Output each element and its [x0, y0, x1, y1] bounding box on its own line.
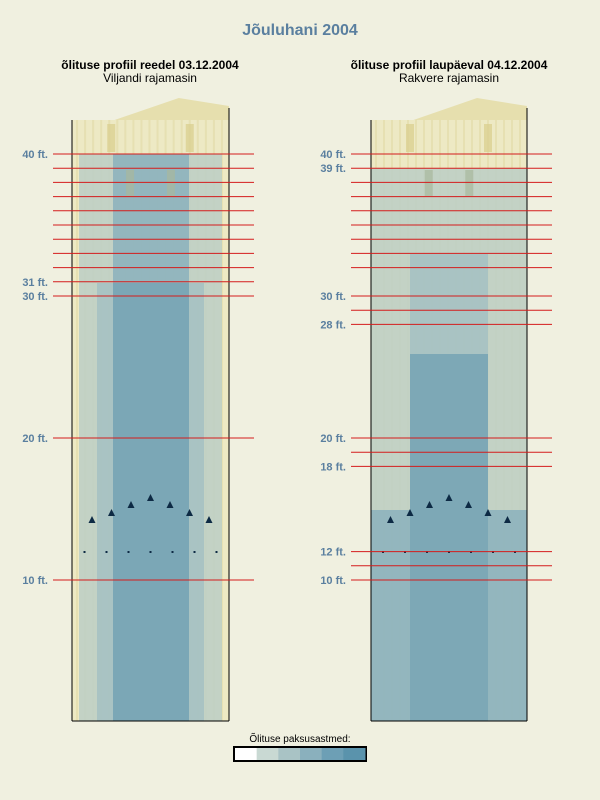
target-arrow	[484, 509, 492, 516]
distance-label: 30 ft.	[320, 291, 346, 303]
distance-label: 20 ft.	[320, 433, 346, 445]
legend-swatch	[278, 748, 301, 760]
distance-label: 28 ft.	[320, 319, 346, 331]
distance-label: 18 ft.	[320, 461, 346, 473]
guide-dot	[83, 551, 86, 553]
oil-block	[410, 354, 488, 721]
range-finder-mark	[166, 170, 175, 196]
legend-swatch	[235, 748, 258, 760]
distance-label: 20 ft.	[22, 433, 48, 445]
distance-label: 30 ft.	[22, 291, 48, 303]
guide-dot	[127, 551, 130, 553]
target-arrow	[205, 516, 213, 523]
profile-subtitle-right: Rakvere rajamasin	[398, 71, 500, 85]
guide-dot	[193, 551, 196, 553]
range-finder-mark	[126, 170, 135, 196]
target-arrow	[465, 501, 472, 508]
range-finder-mark	[406, 124, 414, 152]
target-arrow	[426, 501, 433, 508]
target-arrow	[387, 516, 394, 523]
distance-label: 39 ft.	[320, 163, 346, 175]
page-title: Jõuluhani 2004	[242, 22, 358, 39]
distance-label: 31 ft.	[22, 277, 48, 289]
lane-left: 40 ft. 31 ft. 30 ft. 20 ft. 10 ft.	[22, 98, 254, 722]
guide-dot	[171, 551, 174, 553]
distance-label: 10 ft.	[320, 575, 346, 587]
target-arrow	[186, 509, 193, 516]
legend-swatch	[343, 748, 366, 760]
distance-label: 10 ft.	[22, 575, 48, 587]
guide-dot	[215, 551, 218, 553]
guide-dot	[149, 551, 152, 553]
target-arrow	[445, 494, 453, 501]
range-finder-mark	[424, 170, 433, 196]
range-finder-mark	[465, 170, 474, 196]
board-stripe	[76, 120, 79, 721]
guide-dot	[105, 551, 108, 553]
target-arrow	[127, 501, 135, 508]
profile-title-left: õlituse profiil reedel 03.12.2004	[61, 58, 239, 72]
target-arrow	[504, 516, 511, 523]
range-finder-mark	[185, 124, 194, 152]
legend-swatches	[233, 746, 367, 762]
legend-swatch	[300, 748, 323, 760]
target-arrow	[166, 501, 174, 508]
oil-block	[113, 283, 189, 721]
profile-subtitle-left: Viljandi rajamasin	[103, 71, 197, 85]
legend-swatch	[321, 748, 344, 760]
target-arrow	[108, 509, 115, 516]
target-arrow	[406, 509, 414, 516]
legend-title: Õlituse paksusastmed:	[249, 734, 351, 745]
range-finder-mark	[484, 124, 492, 152]
range-finder-mark	[107, 124, 116, 152]
profile-title-right: õlituse profiil laupäeval 04.12.2004	[350, 58, 548, 72]
lane-right: 40 ft. 39 ft. 30 ft. 28 ft. 20 ft. 18 ft. 12 f…	[320, 98, 552, 722]
target-arrow	[88, 516, 96, 523]
distance-label: 40 ft.	[22, 149, 48, 161]
legend-swatch	[256, 748, 279, 760]
target-arrow	[147, 494, 154, 501]
distance-label: 40 ft.	[320, 149, 346, 161]
distance-label: 12 ft.	[320, 547, 346, 559]
